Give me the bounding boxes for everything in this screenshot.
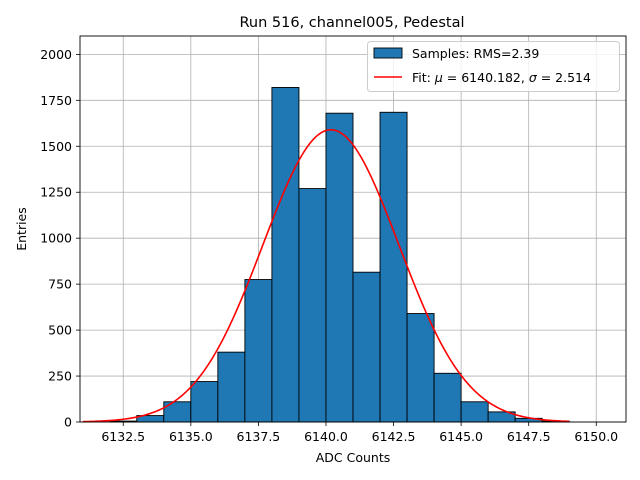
legend-histogram-swatch <box>373 47 403 59</box>
y-tick-label: 1500 <box>40 139 72 154</box>
y-tick-label: 500 <box>48 323 72 338</box>
histogram-bar <box>190 381 219 423</box>
x-tick-label: 6147.5 <box>507 429 551 444</box>
y-tick-label: 1000 <box>40 231 72 246</box>
y-tick-label: 1250 <box>40 185 72 200</box>
chart-title: Run 516, channel005, Pedestal <box>239 15 464 31</box>
histogram-bar <box>406 313 435 423</box>
x-tick-label: 6142.5 <box>372 429 416 444</box>
fit-curve <box>82 128 570 423</box>
y-axis-label: Entries <box>14 207 29 251</box>
y-tick-label: 1750 <box>40 93 72 108</box>
x-tick-label: 6145.0 <box>439 429 483 444</box>
x-tick-label: 6140.0 <box>304 429 348 444</box>
x-tick-label: 6150.0 <box>574 429 618 444</box>
legend-box <box>367 41 620 92</box>
y-tick-label: 750 <box>48 277 72 292</box>
legend-histogram-label: Samples: RMS=2.39 <box>412 46 539 61</box>
y-tick-label: 2000 <box>40 47 72 62</box>
histogram-bar <box>217 351 246 423</box>
histogram-bar <box>244 279 273 423</box>
x-axis-ticks: 6132.5 6135.0 6137.5 6140.0 6142.5 6145.0 6147… <box>101 422 618 444</box>
x-tick-label: 6132.5 <box>101 429 145 444</box>
x-tick-label: 6135.0 <box>169 429 213 444</box>
histogram-bar <box>460 401 489 423</box>
x-axis-label: ADC Counts <box>316 450 391 465</box>
histogram-bar <box>325 112 354 423</box>
histogram-bar <box>379 111 408 423</box>
histogram-bar <box>433 372 462 423</box>
histogram-bar <box>352 271 381 423</box>
histogram-bar <box>271 87 300 423</box>
y-tick-label: 250 <box>48 369 72 384</box>
legend: Samples: RMS=2.39 Fit: μ = 6140.182, σ =… <box>367 41 620 92</box>
x-tick-label: 6137.5 <box>237 429 281 444</box>
y-axis-ticks: 0 250 500 750 1000 1250 1500 1750 2000 <box>40 47 80 430</box>
axes-frame <box>79 35 627 423</box>
histogram-bar <box>298 188 327 423</box>
y-tick-label: 0 <box>64 415 72 430</box>
legend-fit-label: Fit: μ = 6140.182, σ = 2.514 <box>412 70 591 85</box>
